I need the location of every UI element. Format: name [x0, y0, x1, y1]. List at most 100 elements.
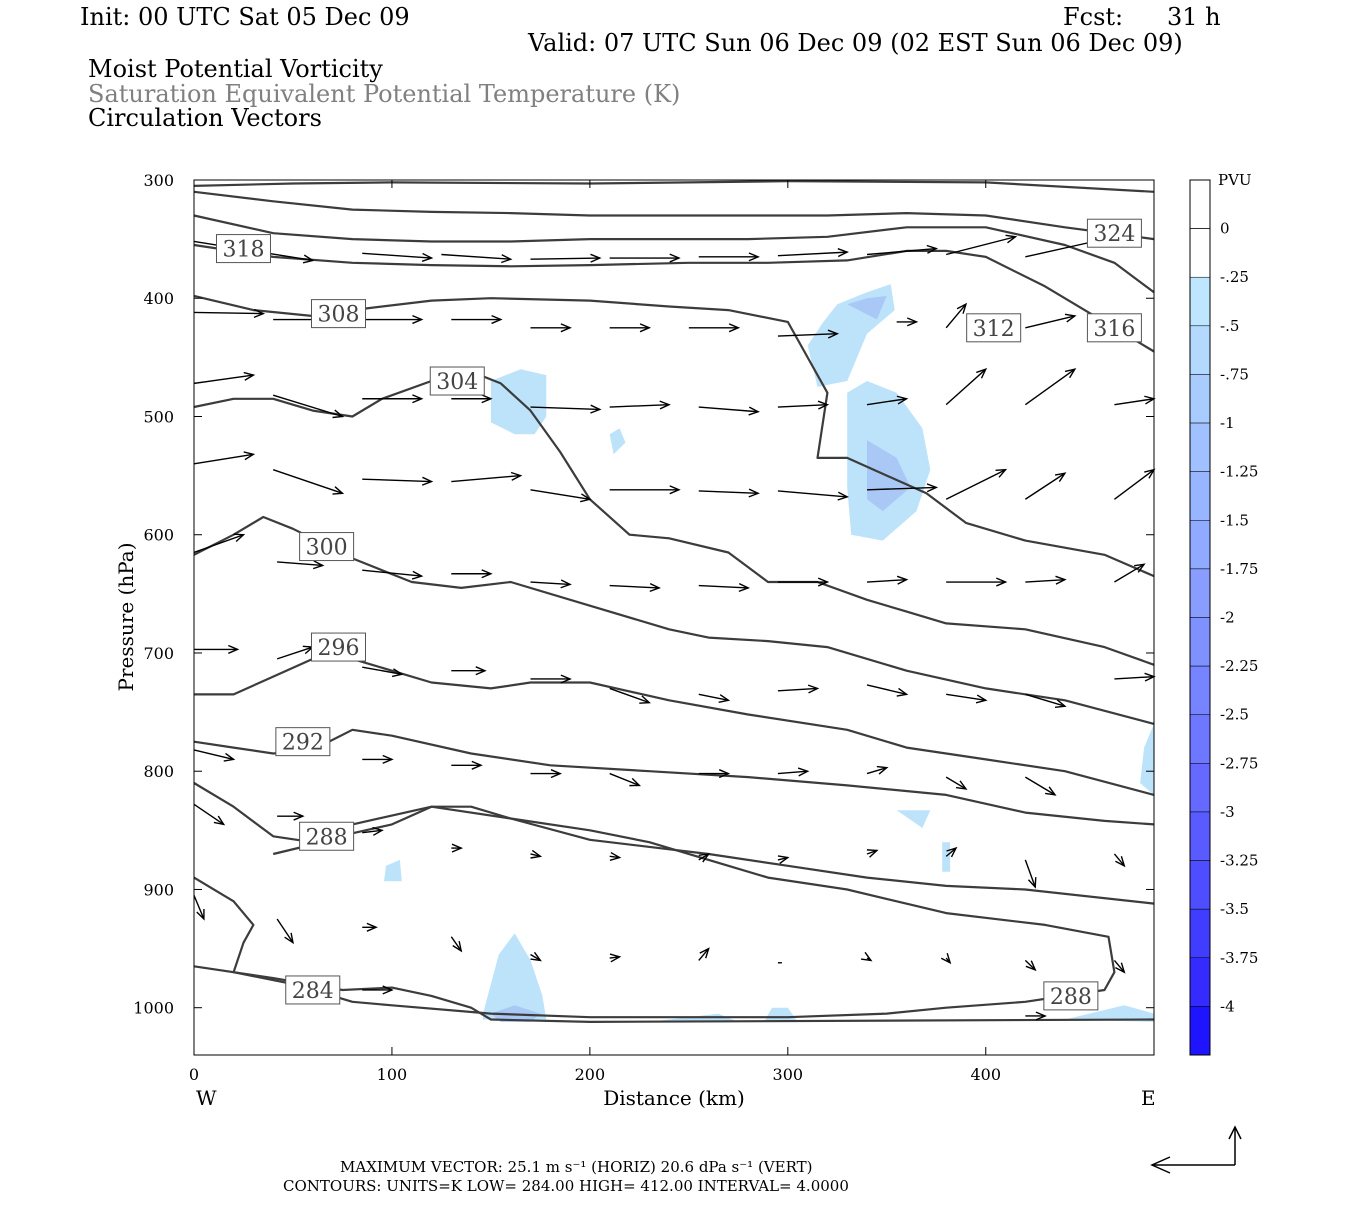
colorbar-label: -1.75	[1220, 560, 1258, 578]
circulation-vector	[193, 451, 256, 465]
colorbar-segment	[1189, 1006, 1211, 1056]
svg-text:292: 292	[282, 731, 324, 756]
circulation-vector	[698, 488, 760, 498]
circulation-vector	[777, 577, 830, 587]
circulation-vector	[609, 851, 622, 861]
circulation-vector	[441, 253, 513, 264]
circulation-vector	[777, 490, 849, 501]
colorbar-units: PVU	[1218, 171, 1252, 189]
colorbar-segment	[1189, 325, 1211, 375]
colorbar-segment	[1189, 276, 1211, 327]
colorbar-label: -2	[1220, 609, 1235, 627]
circulation-vector	[698, 252, 760, 262]
colorbar-frame	[1189, 179, 1211, 1056]
colorbar-segment	[1189, 179, 1211, 230]
theta-es-contour	[193, 214, 1155, 294]
colorbar-label: -4	[1220, 997, 1235, 1015]
circulation-vector	[362, 476, 434, 486]
colorbar-label: -1.5	[1220, 511, 1249, 529]
field-title-mpv: Moist Potential Vorticity	[88, 55, 383, 83]
forecast-hours: 31 h	[1167, 3, 1221, 31]
circulation-vector	[362, 922, 378, 932]
circulation-vector	[1024, 472, 1067, 500]
svg-text:288: 288	[306, 825, 348, 850]
field-title-vectors: Circulation Vectors	[88, 104, 322, 132]
y-axis-label: Pressure (hPa)	[114, 543, 138, 692]
contour-label: 288	[299, 821, 355, 851]
contour-label: 316	[1086, 313, 1142, 343]
colorbar-label: -.25	[1220, 268, 1249, 286]
circulation-vector	[1024, 859, 1037, 889]
east-label: E	[1141, 1086, 1156, 1110]
circulation-vector	[609, 323, 652, 333]
contour-label: 308	[310, 299, 366, 329]
circulation-vector	[1114, 395, 1156, 406]
circulation-vector	[945, 367, 988, 406]
circulation-vector	[777, 248, 849, 258]
circulation-vector	[866, 244, 939, 256]
svg-text:312: 312	[973, 317, 1015, 342]
circulation-vector	[1025, 575, 1067, 585]
max-vector-note: MAXIMUM VECTOR: 25.1 m s⁻¹ (HORIZ) 20.6 …	[340, 1158, 812, 1176]
y-tick-label: 400	[143, 289, 174, 308]
y-tick-label: 300	[143, 171, 174, 190]
circulation-vector	[451, 471, 523, 483]
circulation-vector	[362, 394, 424, 404]
pv-region	[1140, 723, 1154, 795]
y-tick-label: 1000	[133, 999, 174, 1018]
circulation-vector	[777, 855, 790, 865]
circulation-vector	[530, 769, 562, 779]
colorbar-segment	[1189, 957, 1211, 1007]
circulation-vector	[698, 853, 711, 863]
circulation-vector	[451, 314, 503, 325]
pv-region	[490, 369, 547, 435]
pv-region	[942, 842, 951, 872]
colorbar-segment	[1189, 617, 1211, 667]
x-axis-label: Distance (km)	[603, 1086, 745, 1110]
circulation-vector	[940, 953, 952, 965]
theta-es-contour	[194, 651, 1155, 796]
contour-label: 300	[299, 532, 355, 562]
x-tick-label: 300	[773, 1065, 804, 1084]
circulation-vector	[866, 395, 909, 406]
svg-text:316: 316	[1093, 317, 1135, 342]
circulation-vector	[362, 569, 424, 580]
circulation-vector	[193, 895, 205, 921]
colorbar-segment	[1189, 714, 1211, 764]
pv-region	[896, 810, 931, 828]
circulation-vector	[1113, 959, 1126, 974]
contour-label-layer: 284 288 288 292 296 300 304 308 312 316 318 324	[215, 218, 1142, 1011]
contour-label: 292	[275, 727, 331, 757]
theta-es-contour	[193, 180, 1155, 193]
circulation-vector	[451, 569, 493, 579]
circulation-vector	[609, 687, 651, 704]
circulation-vector	[698, 947, 710, 961]
circulation-vector	[1025, 1011, 1047, 1021]
circulation-vector	[896, 317, 919, 327]
circulation-vector	[362, 754, 394, 764]
circulation-vector	[945, 234, 1018, 256]
x-tick-label: 400	[970, 1065, 1001, 1084]
circulation-vector	[698, 693, 731, 703]
y-tick-label: 600	[143, 526, 174, 545]
circulation-vector	[698, 769, 731, 779]
colorbar-label: -3.75	[1220, 949, 1258, 967]
colorbar-segment	[1189, 568, 1211, 618]
circulation-vector	[530, 579, 572, 589]
circulation-vector	[698, 406, 760, 416]
x-tick-label: 100	[377, 1065, 408, 1084]
y-tick-label: 900	[143, 880, 174, 899]
colorbar-segment	[1189, 228, 1211, 278]
circulation-vector	[193, 308, 266, 319]
circulation-vector	[530, 674, 572, 684]
circulation-vector	[945, 302, 968, 329]
circulation-vector	[530, 253, 602, 263]
circulation-vector	[272, 469, 345, 495]
circulation-vector	[1024, 776, 1057, 796]
circulation-vector	[946, 577, 1008, 587]
pv-colorbar: PVU 0 -.25 -.5 -.75 -1 -1.25 -1.5 -1.75 -2 -2.25 -2…	[1189, 171, 1258, 1056]
circulation-vector	[1025, 693, 1067, 708]
svg-text:318: 318	[222, 238, 264, 263]
colorbar-segment	[1189, 860, 1211, 910]
circulation-vector	[530, 849, 543, 859]
